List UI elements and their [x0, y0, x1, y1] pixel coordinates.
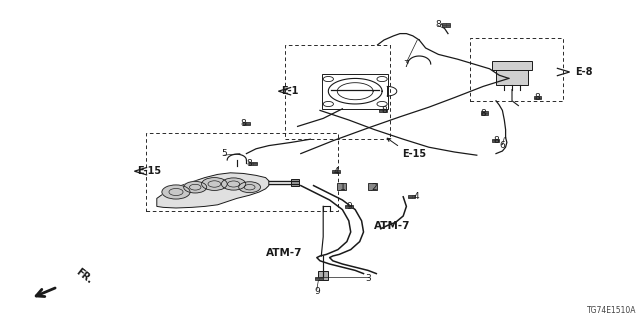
Text: 8: 8	[493, 136, 499, 145]
Text: TG74E1510A: TG74E1510A	[588, 306, 637, 315]
Text: 8: 8	[535, 93, 540, 102]
Bar	[322, 74, 388, 109]
Circle shape	[184, 181, 207, 193]
Text: 4: 4	[413, 192, 419, 201]
Bar	[315, 277, 323, 280]
Text: 7: 7	[404, 60, 409, 68]
Text: 8: 8	[481, 109, 486, 118]
Text: 3: 3	[365, 274, 371, 283]
Text: 5: 5	[221, 149, 227, 158]
Bar	[470, 38, 563, 101]
Bar	[379, 109, 387, 112]
Text: 8: 8	[247, 159, 252, 168]
Bar	[481, 111, 488, 115]
Bar	[534, 96, 541, 99]
Text: E-8: E-8	[575, 67, 592, 77]
Bar	[243, 122, 250, 125]
Text: 9: 9	[314, 287, 319, 296]
Bar	[332, 170, 340, 173]
Bar	[345, 205, 353, 208]
Text: FR.: FR.	[74, 266, 94, 285]
Text: ATM-7: ATM-7	[266, 248, 302, 258]
Text: 4: 4	[333, 167, 339, 176]
Text: 8: 8	[381, 106, 387, 115]
Bar	[291, 179, 299, 186]
Text: 6: 6	[500, 141, 505, 150]
Circle shape	[162, 185, 190, 199]
Bar	[408, 195, 415, 198]
Text: E-1: E-1	[282, 86, 299, 96]
Text: E-15: E-15	[402, 149, 426, 159]
Bar	[492, 139, 499, 142]
Bar	[249, 162, 257, 165]
Bar	[492, 61, 532, 70]
Text: 1: 1	[340, 183, 345, 192]
Bar	[496, 67, 528, 85]
Text: E-15: E-15	[138, 166, 162, 176]
Circle shape	[221, 178, 246, 190]
Text: ATM-7: ATM-7	[374, 220, 411, 231]
Bar	[337, 183, 346, 190]
Circle shape	[202, 178, 227, 190]
Polygon shape	[157, 173, 269, 208]
Text: 8: 8	[241, 119, 246, 128]
Text: 2: 2	[372, 183, 377, 192]
Bar	[442, 23, 450, 27]
Bar	[318, 271, 328, 280]
Circle shape	[239, 182, 260, 193]
Text: 9: 9	[346, 202, 351, 211]
Bar	[146, 133, 338, 211]
Bar	[285, 45, 390, 139]
Text: 8: 8	[436, 20, 441, 28]
Bar	[368, 183, 377, 190]
